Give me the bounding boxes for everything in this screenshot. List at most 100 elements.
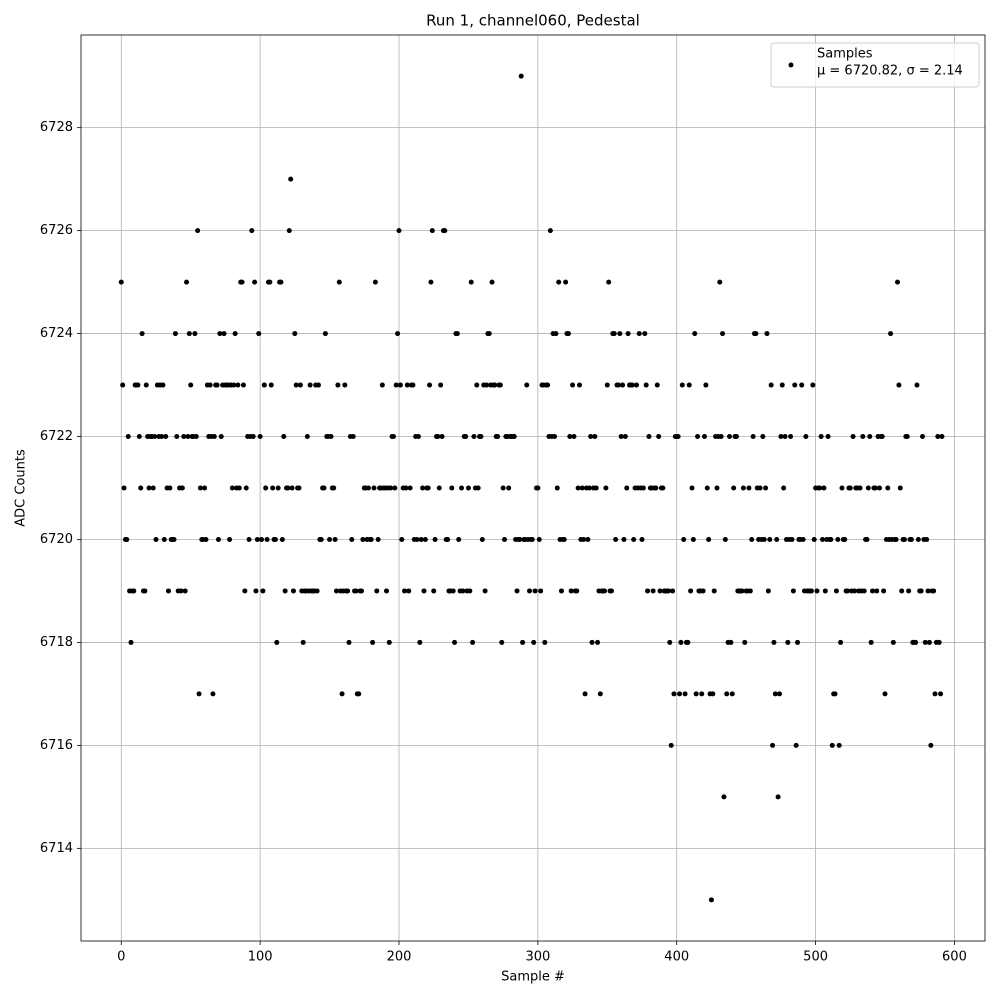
point <box>682 691 688 697</box>
point <box>767 536 773 542</box>
point <box>161 536 167 542</box>
point <box>454 331 460 337</box>
point <box>300 639 306 645</box>
point <box>236 485 242 491</box>
point <box>785 639 791 645</box>
point <box>182 588 188 594</box>
point <box>818 434 824 440</box>
point <box>861 588 867 594</box>
point <box>749 536 755 542</box>
point <box>421 588 427 594</box>
point <box>876 485 882 491</box>
point <box>322 331 328 337</box>
point <box>281 434 287 440</box>
point <box>865 485 871 491</box>
point <box>239 279 245 285</box>
point <box>822 588 828 594</box>
point <box>165 588 171 594</box>
point <box>388 485 394 491</box>
point <box>427 382 433 388</box>
point <box>847 485 853 491</box>
point <box>728 639 734 645</box>
point <box>435 434 441 440</box>
point <box>790 588 796 594</box>
point <box>136 434 142 440</box>
point <box>742 639 748 645</box>
point <box>733 434 739 440</box>
point <box>146 485 152 491</box>
point <box>678 639 684 645</box>
point <box>926 639 932 645</box>
point <box>422 536 428 542</box>
point <box>799 382 805 388</box>
point <box>772 691 778 697</box>
point <box>356 691 362 697</box>
point <box>585 536 591 542</box>
point <box>703 382 709 388</box>
point <box>817 485 823 491</box>
point <box>250 434 256 440</box>
point <box>296 485 302 491</box>
point <box>468 279 474 285</box>
point <box>249 228 255 234</box>
point <box>795 639 801 645</box>
point <box>184 279 190 285</box>
point <box>688 588 694 594</box>
legend-marker <box>788 62 794 68</box>
point <box>722 536 728 542</box>
y-tick-label: 6724 <box>40 326 73 341</box>
point <box>874 588 880 594</box>
point <box>554 485 560 491</box>
point <box>463 434 469 440</box>
point <box>832 691 838 697</box>
point <box>321 485 327 491</box>
point <box>899 588 905 594</box>
point <box>254 536 260 542</box>
point <box>556 279 562 285</box>
point <box>171 536 177 542</box>
point <box>315 382 321 388</box>
point <box>764 331 770 337</box>
point <box>643 382 649 388</box>
point <box>202 485 208 491</box>
point <box>438 382 444 388</box>
point <box>685 639 691 645</box>
point <box>253 588 259 594</box>
point <box>657 588 663 594</box>
point <box>776 691 782 697</box>
point <box>139 331 145 337</box>
point <box>260 588 266 594</box>
point <box>142 588 148 594</box>
point <box>150 485 156 491</box>
point <box>761 536 767 542</box>
point <box>450 588 456 594</box>
point <box>163 434 169 440</box>
point <box>538 588 544 594</box>
point <box>574 588 580 594</box>
point <box>603 485 609 491</box>
point <box>547 228 553 234</box>
point <box>740 485 746 491</box>
point <box>210 691 216 697</box>
point <box>274 639 280 645</box>
point <box>420 485 426 491</box>
point <box>679 382 685 388</box>
point <box>268 382 274 388</box>
point <box>195 228 201 234</box>
point <box>192 331 198 337</box>
point <box>763 485 769 491</box>
point <box>414 536 420 542</box>
x-tick-label: 400 <box>664 950 689 965</box>
point <box>890 639 896 645</box>
point <box>345 588 351 594</box>
point <box>511 434 517 440</box>
point <box>221 331 227 337</box>
point <box>353 588 359 594</box>
point <box>729 691 735 697</box>
point <box>174 434 180 440</box>
point <box>895 279 901 285</box>
point <box>470 639 476 645</box>
point <box>167 485 173 491</box>
point <box>138 485 144 491</box>
